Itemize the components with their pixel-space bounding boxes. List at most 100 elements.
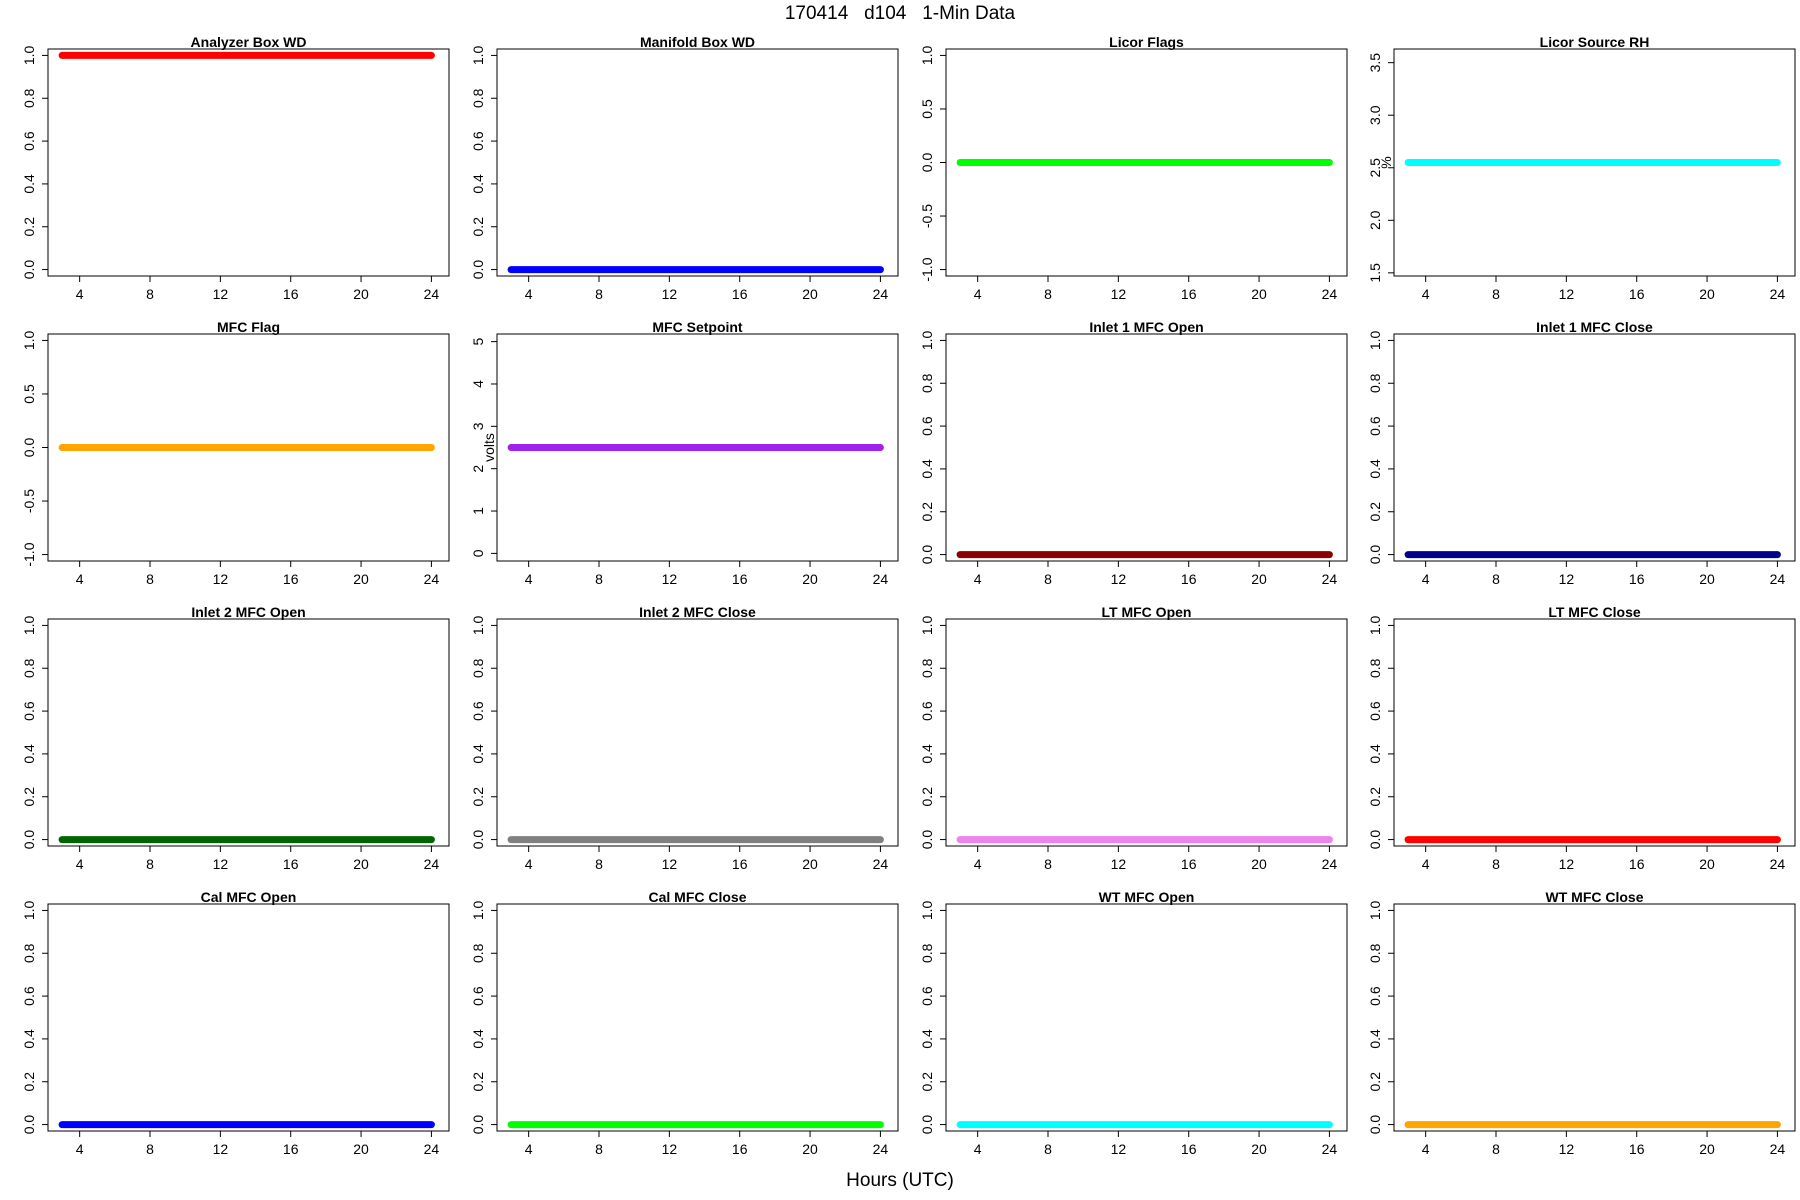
chart-panel: Analyzer Box WD 4 8 12 16 20 24 0.0 0.2 0.4 0.6 0.8… xyxy=(21,34,450,302)
x-tick-label: 20 xyxy=(353,286,369,302)
x-tick-label: 24 xyxy=(873,1141,889,1157)
y-tick-label: 0.0 xyxy=(919,830,935,850)
y-tick-label: 0.6 xyxy=(919,986,935,1006)
x-tick-label: 20 xyxy=(1251,571,1267,587)
y-tick-label: 0.4 xyxy=(1367,1029,1383,1049)
y-tick-label: 0.2 xyxy=(1367,1072,1383,1092)
x-tick-label: 12 xyxy=(662,1141,678,1157)
x-tick-label: 12 xyxy=(1559,856,1575,872)
panel-title: MFC Setpoint xyxy=(652,319,743,335)
y-tick-label: 1.0 xyxy=(21,330,37,350)
y-tick-label: 0.6 xyxy=(470,131,486,151)
x-tick-label: 12 xyxy=(213,1141,229,1157)
plot-frame xyxy=(47,618,450,847)
y-tick-label: 0.8 xyxy=(470,658,486,678)
y-tick-label: 1.0 xyxy=(1367,615,1383,635)
y-tick-label: 0.8 xyxy=(1367,373,1383,393)
x-tick-label: 8 xyxy=(1044,856,1052,872)
y-tick-label: 0.8 xyxy=(1367,658,1383,678)
y-tick-label: 0.0 xyxy=(1367,830,1383,850)
y-tick-label: 0.8 xyxy=(21,658,37,678)
y-tick-label: 0.8 xyxy=(1367,943,1383,963)
y-tick-label: -1.0 xyxy=(21,542,37,566)
y-tick-label: 0.0 xyxy=(21,1115,37,1135)
y-tick-label: 4 xyxy=(470,380,486,388)
x-tick-label: 24 xyxy=(1770,571,1786,587)
y-tick-label: 0.4 xyxy=(1367,744,1383,764)
x-tick-label: 24 xyxy=(1322,1141,1338,1157)
y-tick-label: 0.0 xyxy=(919,1115,935,1135)
x-tick-label: 8 xyxy=(146,571,154,587)
y-tick-label: 0.4 xyxy=(21,1029,37,1049)
y-axis-label: volts xyxy=(481,433,497,462)
y-tick-label: 0.8 xyxy=(919,658,935,678)
panel-title: Cal MFC Close xyxy=(648,889,746,905)
x-tick-label: 12 xyxy=(1559,1141,1575,1157)
y-tick-label: 0.4 xyxy=(470,174,486,194)
plot-frame xyxy=(496,903,899,1132)
x-tick-label: 8 xyxy=(146,856,154,872)
x-tick-label: 4 xyxy=(974,286,982,302)
x-tick-label: 24 xyxy=(873,856,889,872)
y-tick-label: 0.2 xyxy=(919,502,935,522)
x-tick-label: 4 xyxy=(974,571,982,587)
y-tick-label: 2.5 xyxy=(1367,158,1383,178)
x-tick-label: 16 xyxy=(1181,571,1197,587)
chart-panel: Inlet 2 MFC Open 4 8 12 16 20 24 0.0 0.2 0.4 0.6 0.… xyxy=(21,604,450,872)
y-tick-label: 1.0 xyxy=(919,45,935,65)
y-tick-label: 2 xyxy=(470,465,486,473)
y-tick-label: 0.8 xyxy=(470,88,486,108)
y-tick-label: 0.8 xyxy=(21,88,37,108)
x-tick-label: 16 xyxy=(732,856,748,872)
y-tick-label: 0.5 xyxy=(919,99,935,119)
x-tick-label: 12 xyxy=(662,571,678,587)
panel-title: Analyzer Box WD xyxy=(191,34,307,50)
chart-panel: Licor Source RH 4 8 12 16 20 24 1.5 2.0 2.5 3.0 3.5… xyxy=(1367,34,1796,302)
x-tick-label: 20 xyxy=(802,571,818,587)
panel-title: Inlet 2 MFC Open xyxy=(191,604,305,620)
y-tick-label: 0.4 xyxy=(21,744,37,764)
x-tick-label: 16 xyxy=(283,286,299,302)
x-tick-label: 12 xyxy=(213,571,229,587)
plot-frame xyxy=(496,48,899,277)
y-tick-label: 3 xyxy=(470,422,486,430)
x-tick-label: 24 xyxy=(1322,286,1338,302)
y-tick-label: 0.4 xyxy=(21,174,37,194)
chart-panel: LT MFC Close 4 8 12 16 20 24 0.0 0.2 0.4 0.6 0.8 1.0 xyxy=(1367,604,1796,872)
y-tick-label: 0.6 xyxy=(1367,416,1383,436)
y-tick-label: 0.4 xyxy=(919,744,935,764)
chart-panel: Inlet 2 MFC Close 4 8 12 16 20 24 0.0 0.2 0.4 0.6 0… xyxy=(470,604,899,872)
x-tick-label: 8 xyxy=(595,1141,603,1157)
plot-frame xyxy=(1393,903,1796,1132)
x-tick-label: 4 xyxy=(1422,856,1430,872)
x-tick-label: 16 xyxy=(1629,856,1645,872)
x-tick-label: 8 xyxy=(1492,856,1500,872)
x-tick-label: 4 xyxy=(76,1141,84,1157)
plot-frame xyxy=(1393,618,1796,847)
x-tick-label: 8 xyxy=(146,286,154,302)
chart-panel: Cal MFC Close 4 8 12 16 20 24 0.0 0.2 0.4 0.6 0.8 1.… xyxy=(470,889,899,1157)
y-tick-label: 5 xyxy=(470,338,486,346)
y-tick-label: 0.2 xyxy=(1367,502,1383,522)
x-tick-label: 20 xyxy=(353,571,369,587)
x-tick-label: 12 xyxy=(1111,1141,1127,1157)
panel-title: Licor Flags xyxy=(1109,34,1184,50)
x-tick-label: 4 xyxy=(525,571,533,587)
x-tick-label: 8 xyxy=(1492,286,1500,302)
plot-frame xyxy=(945,333,1348,562)
y-tick-label: 1.0 xyxy=(470,615,486,635)
chart-panel: WT MFC Open 4 8 12 16 20 24 0.0 0.2 0.4 0.6 0.8 1.0 xyxy=(919,889,1348,1157)
y-tick-label: 0.2 xyxy=(21,1072,37,1092)
panel-title: Inlet 1 MFC Open xyxy=(1089,319,1203,335)
x-tick-label: 8 xyxy=(595,571,603,587)
y-tick-label: 2.0 xyxy=(1367,210,1383,230)
chart-panel: LT MFC Open 4 8 12 16 20 24 0.0 0.2 0.4 0.6 0.8 1.0 xyxy=(919,604,1348,872)
y-tick-label: 0.2 xyxy=(470,217,486,237)
panel-title: Cal MFC Open xyxy=(201,889,297,905)
x-tick-label: 8 xyxy=(1492,1141,1500,1157)
y-tick-label: 0.6 xyxy=(919,416,935,436)
y-tick-label: 1.0 xyxy=(919,615,935,635)
y-tick-label: 0.4 xyxy=(919,1029,935,1049)
x-tick-label: 12 xyxy=(1111,286,1127,302)
y-tick-label: 0.5 xyxy=(21,384,37,404)
